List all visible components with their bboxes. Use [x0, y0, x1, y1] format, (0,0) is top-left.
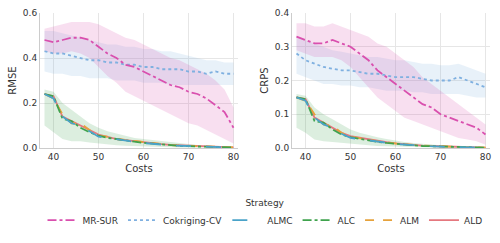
svg-text:0.4: 0.4: [23, 53, 38, 63]
svg-text:0.4: 0.4: [275, 8, 290, 18]
svg-text:40: 40: [48, 152, 60, 162]
svg-text:40: 40: [300, 152, 312, 162]
svg-text:0.2: 0.2: [23, 98, 37, 108]
svg-text:80: 80: [228, 152, 240, 162]
svg-text:Strategy: Strategy: [245, 198, 284, 208]
svg-text:Cokriging-CV: Cokriging-CV: [163, 216, 222, 226]
svg-text:0.1: 0.1: [275, 109, 289, 119]
svg-text:0.0: 0.0: [23, 143, 38, 153]
svg-text:Costs: Costs: [125, 163, 152, 174]
svg-text:ALMC: ALMC: [267, 216, 292, 226]
svg-text:0.6: 0.6: [23, 8, 38, 18]
svg-text:70: 70: [435, 152, 447, 162]
svg-text:80: 80: [480, 152, 492, 162]
svg-text:60: 60: [390, 152, 402, 162]
svg-text:50: 50: [93, 152, 105, 162]
svg-text:0.2: 0.2: [275, 76, 289, 86]
svg-text:ALM: ALM: [400, 216, 419, 226]
svg-text:70: 70: [183, 152, 195, 162]
svg-text:ALC: ALC: [338, 216, 355, 226]
svg-text:60: 60: [138, 152, 150, 162]
svg-text:Costs: Costs: [377, 163, 404, 174]
svg-text:0.0: 0.0: [275, 143, 290, 153]
svg-text:ALD: ALD: [464, 216, 482, 226]
svg-text:CRPS: CRPS: [259, 67, 270, 93]
svg-text:50: 50: [345, 152, 357, 162]
svg-text:RMSE: RMSE: [7, 66, 18, 94]
svg-text:MR-SUR: MR-SUR: [83, 216, 118, 226]
svg-text:0.3: 0.3: [275, 42, 289, 52]
